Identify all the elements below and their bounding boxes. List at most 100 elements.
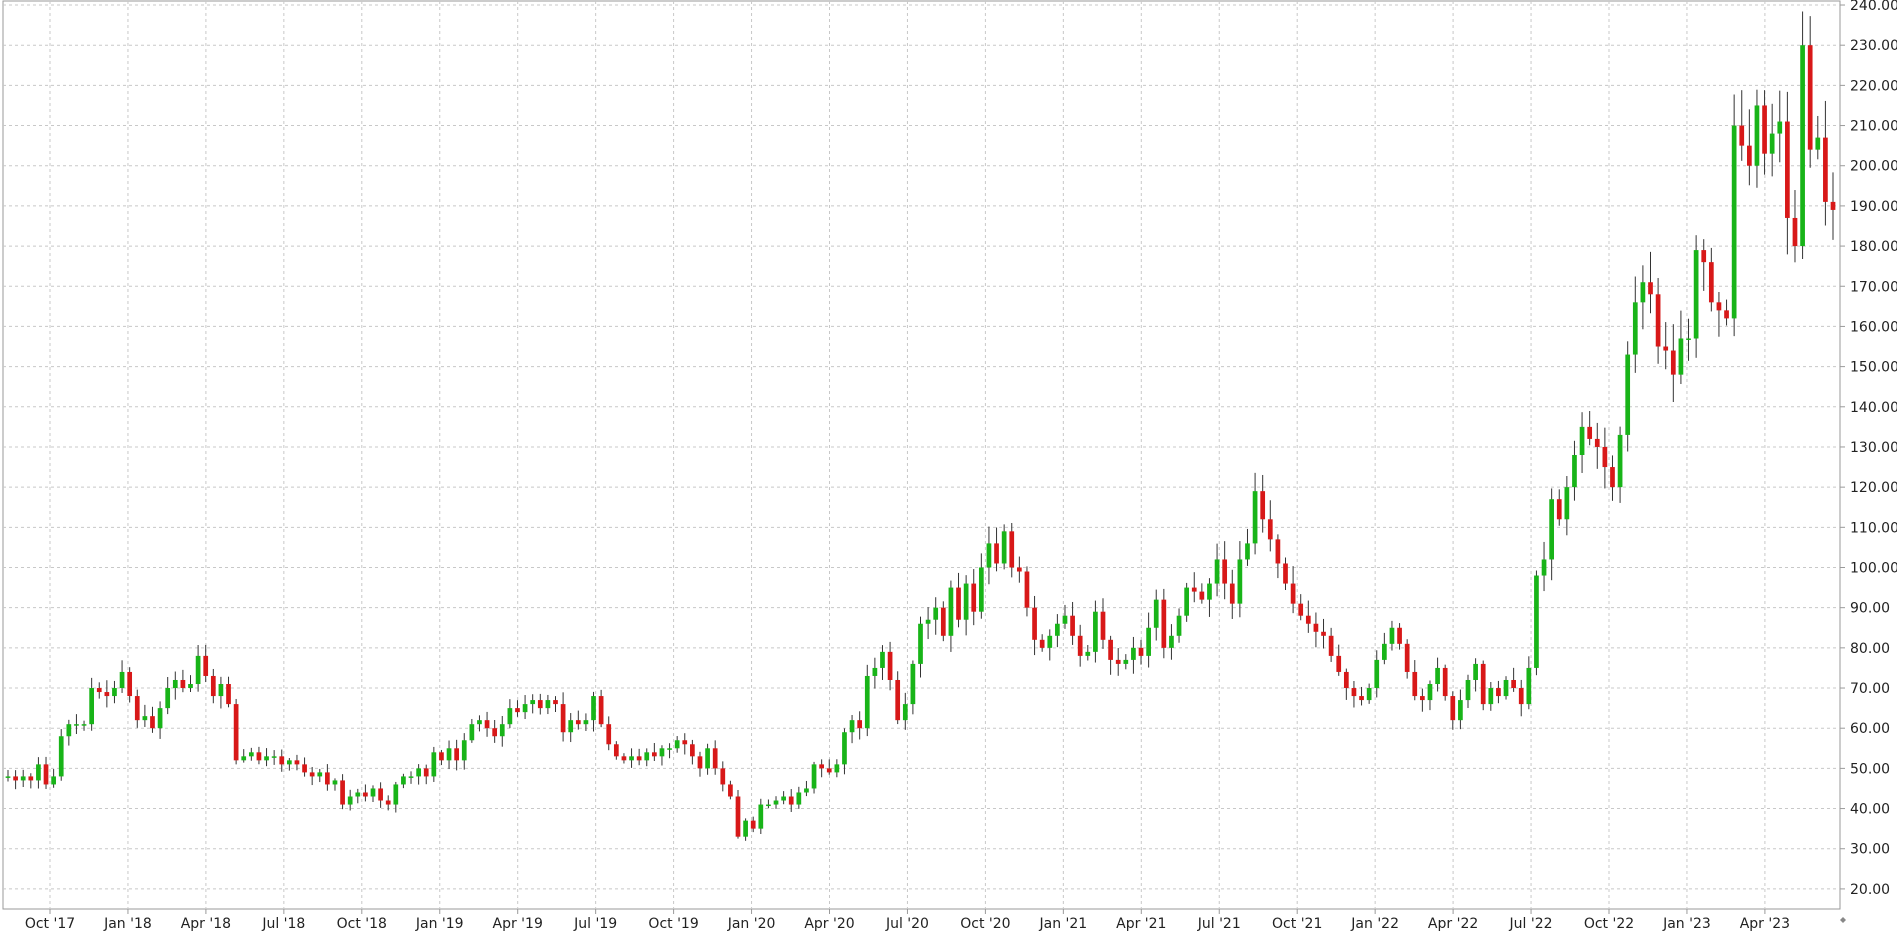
candle <box>507 699 513 729</box>
candle-body-down <box>720 768 726 785</box>
candle-body-up <box>195 655 201 685</box>
candle <box>1138 639 1144 665</box>
candle <box>1328 627 1334 662</box>
candle <box>1800 11 1805 259</box>
candle-body-down <box>363 792 368 797</box>
candle-body-up <box>165 688 171 709</box>
candle <box>1785 91 1790 255</box>
candle-body-down <box>302 764 307 773</box>
candle <box>712 740 718 775</box>
candle-body-down <box>826 768 832 773</box>
candle <box>150 706 155 733</box>
candle <box>880 645 885 680</box>
candle <box>1077 624 1083 667</box>
candle <box>1488 681 1494 711</box>
candle <box>591 691 596 732</box>
candle-body-down <box>1138 647 1144 656</box>
candle <box>1055 614 1060 648</box>
y-tick-label: 20.00 <box>1850 882 1890 898</box>
candle <box>1587 411 1593 446</box>
candle <box>1648 251 1653 314</box>
candle-body-up <box>370 788 376 797</box>
candle-body-down <box>340 780 345 805</box>
x-tick-label: Apr '19 <box>493 916 543 932</box>
candle-body-down <box>226 684 231 705</box>
candle <box>750 816 756 833</box>
candle <box>385 795 391 811</box>
candle-body-up <box>1473 663 1478 680</box>
y-tick-label: 180.00 <box>1850 239 1897 255</box>
candle-body-down <box>325 772 330 785</box>
candle <box>1693 235 1699 358</box>
candle <box>1321 618 1326 649</box>
candle <box>1032 595 1037 656</box>
candle-body-down <box>309 772 315 777</box>
candle <box>1260 474 1266 533</box>
candle <box>1670 324 1676 403</box>
candle-body-down <box>1670 350 1676 375</box>
candle-body-down <box>598 696 604 725</box>
chart-options-icon[interactable] <box>1840 917 1846 923</box>
candle <box>629 748 634 768</box>
candle <box>1404 639 1410 679</box>
candle <box>1214 543 1220 597</box>
x-tick-label: Jan '21 <box>1038 916 1087 932</box>
candle <box>1686 318 1691 361</box>
candle <box>994 527 999 572</box>
candle-body-down <box>1039 639 1045 648</box>
candle <box>1381 632 1387 665</box>
candle-body-down <box>454 748 460 761</box>
candle-body-down <box>1298 603 1304 616</box>
candle <box>1305 600 1311 633</box>
candle <box>1245 528 1250 566</box>
candle <box>401 773 406 789</box>
candle <box>1176 608 1182 643</box>
candle-body-up <box>674 740 680 749</box>
candle <box>1047 629 1053 661</box>
candle <box>1678 310 1684 385</box>
candle <box>1313 612 1319 648</box>
candle-body-up <box>1366 688 1372 701</box>
candle-body-up <box>1458 700 1463 721</box>
candle-body-up <box>948 587 954 636</box>
y-tick-label: 200.00 <box>1850 159 1897 175</box>
candle <box>233 698 239 765</box>
candle <box>256 746 262 765</box>
candle-body-down <box>279 756 285 765</box>
candle <box>1252 472 1258 555</box>
candle-body-down <box>134 696 140 721</box>
candle-body-down <box>887 651 893 680</box>
vertical-gridlines <box>49 1 1766 914</box>
candle-body-up <box>1435 667 1440 685</box>
candle-body-down <box>1420 696 1425 701</box>
candle <box>1237 541 1243 618</box>
candle <box>720 761 726 792</box>
candle <box>606 716 612 751</box>
candle-body-down <box>13 776 18 781</box>
y-tick-label: 130.00 <box>1850 440 1897 456</box>
candle <box>119 660 125 693</box>
candle-body-down <box>1024 571 1030 608</box>
candle-body-up <box>1214 559 1220 584</box>
candle-body-down <box>1290 583 1296 604</box>
candle-body-down <box>1655 294 1661 347</box>
candle <box>454 739 460 771</box>
x-tick-label: Apr '22 <box>1428 916 1478 932</box>
candle <box>796 786 802 809</box>
candle-body-up <box>986 543 992 568</box>
candle <box>1640 265 1646 330</box>
candle-body-down <box>750 820 756 829</box>
candle <box>1343 668 1349 700</box>
candle-body-up <box>522 704 528 713</box>
candle-body-up <box>5 776 11 778</box>
candle-body-down <box>1108 639 1113 660</box>
candle <box>1632 276 1638 373</box>
x-tick-label: Oct '22 <box>1584 916 1634 932</box>
candle <box>1708 247 1714 312</box>
plot-area <box>2 0 1841 910</box>
candle-body-down <box>28 776 34 781</box>
candle-body-up <box>264 756 269 761</box>
candle <box>1754 89 1760 188</box>
